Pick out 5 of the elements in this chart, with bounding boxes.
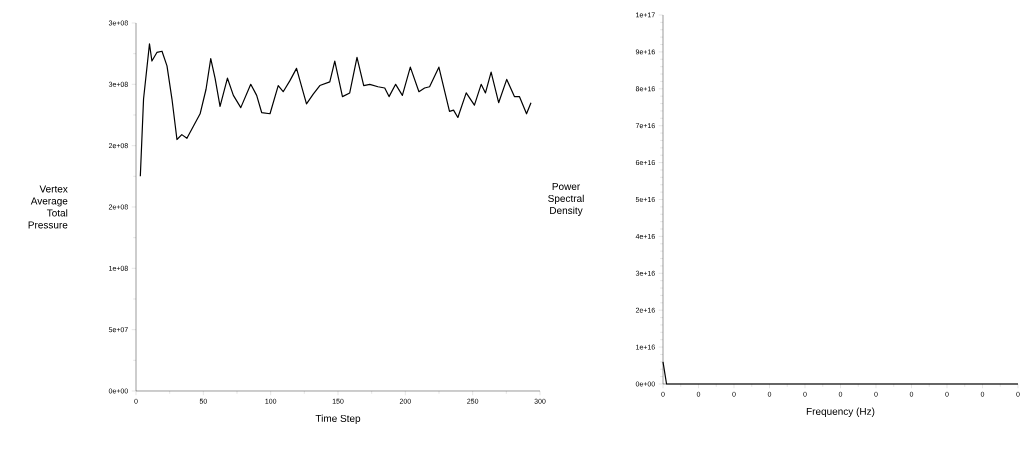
- x-axis-title: Frequency (Hz): [806, 407, 875, 417]
- line-series: [139, 43, 532, 177]
- y-axis-title: Power Spectral Density: [548, 183, 584, 216]
- y-axis-title: Vertex Average Total Pressure: [28, 185, 68, 229]
- x-axis-title: Time Step: [315, 414, 361, 424]
